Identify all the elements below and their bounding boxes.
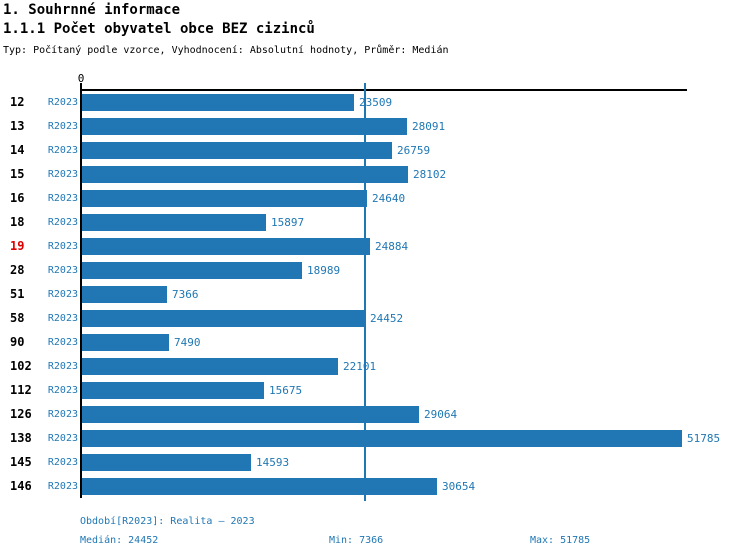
category-label: 145 [10, 455, 32, 469]
chart-row: 138 R2023 51785 [0, 430, 750, 447]
chart-row: 13 R2023 28091 [0, 118, 750, 135]
median-reference-line [364, 83, 366, 501]
category-label: 19 [10, 239, 25, 253]
value-label: 7490 [174, 336, 201, 349]
value-bar [82, 166, 408, 183]
category-label: 16 [10, 191, 25, 205]
value-label: 28091 [412, 120, 446, 133]
value-bar [82, 94, 354, 111]
series-label: R2023 [47, 409, 78, 420]
chart-row: 51 R2023 7366 [0, 286, 750, 303]
value-bar [82, 238, 370, 255]
chart-meta-description: Typ: Počítaný podle vzorce, Vyhodnocení:… [3, 45, 449, 56]
value-bar [82, 214, 266, 231]
category-label: 51 [10, 287, 25, 301]
value-bar [82, 190, 367, 207]
value-label: 24452 [370, 312, 404, 325]
category-label: 146 [10, 479, 32, 493]
chart-title: 1.1.1 Počet obyvatel obce BEZ cizinců [3, 21, 315, 37]
category-label: 90 [10, 335, 25, 349]
category-label: 112 [10, 383, 32, 397]
category-label: 126 [10, 407, 32, 421]
series-label: R2023 [47, 145, 78, 156]
series-label: R2023 [47, 433, 78, 444]
series-label: R2023 [47, 337, 78, 348]
median-stat-label: Medián: 24452 [80, 535, 159, 546]
value-label: 15897 [271, 216, 305, 229]
value-label: 22101 [343, 360, 377, 373]
series-label: R2023 [47, 121, 78, 132]
value-label: 30654 [442, 480, 476, 493]
series-label: R2023 [47, 481, 78, 492]
value-bar [82, 430, 682, 447]
value-label: 26759 [397, 144, 431, 157]
value-label: 14593 [256, 456, 290, 469]
series-label: R2023 [47, 217, 78, 228]
series-label: R2023 [47, 289, 78, 300]
chart-row: 28 R2023 18989 [0, 262, 750, 279]
value-label: 29064 [424, 408, 458, 421]
series-label: R2023 [47, 265, 78, 276]
series-label: R2023 [47, 361, 78, 372]
category-label: 13 [10, 119, 25, 133]
chart-row: 12 R2023 23509 [0, 94, 750, 111]
chart-row: 18 R2023 15897 [0, 214, 750, 231]
chart-row: 102 R2023 22101 [0, 358, 750, 375]
value-label: 18989 [307, 264, 341, 277]
series-label: R2023 [47, 241, 78, 252]
series-label: R2023 [47, 313, 78, 324]
value-label: 24884 [375, 240, 409, 253]
value-bar [82, 286, 167, 303]
series-label: R2023 [47, 457, 78, 468]
value-label: 7366 [172, 288, 199, 301]
chart-row: 16 R2023 24640 [0, 190, 750, 207]
chart-row: 145 R2023 14593 [0, 454, 750, 471]
chart-row: 146 R2023 30654 [0, 478, 750, 495]
value-bar [82, 262, 302, 279]
y-axis-line [80, 83, 82, 498]
chart-row: 90 R2023 7490 [0, 334, 750, 351]
report-section-title: 1. Souhrnné informace [3, 2, 181, 18]
series-label: R2023 [47, 97, 78, 108]
chart-row: 126 R2023 29064 [0, 406, 750, 423]
value-label: 51785 [687, 432, 721, 445]
value-bar [82, 478, 437, 495]
value-label: 28102 [413, 168, 447, 181]
chart-row: 14 R2023 26759 [0, 142, 750, 159]
chart-row: 112 R2023 15675 [0, 382, 750, 399]
category-label: 28 [10, 263, 25, 277]
category-label: 15 [10, 167, 25, 181]
value-label: 24640 [372, 192, 406, 205]
category-label: 102 [10, 359, 32, 373]
category-label: 12 [10, 95, 25, 109]
max-stat-label: Max: 51785 [530, 535, 591, 546]
value-bar [82, 142, 392, 159]
value-bar [82, 358, 338, 375]
value-bar [82, 310, 365, 327]
value-bar [82, 406, 419, 423]
category-label: 18 [10, 215, 25, 229]
series-label: R2023 [47, 193, 78, 204]
value-label: 23509 [359, 96, 393, 109]
min-stat-label: Min: 7366 [329, 535, 384, 546]
series-label: R2023 [47, 385, 78, 396]
category-label: 138 [10, 431, 32, 445]
category-label: 14 [10, 143, 25, 157]
category-label: 58 [10, 311, 25, 325]
chart-row: 19 R2023 24884 [0, 238, 750, 255]
value-bar [82, 382, 264, 399]
period-label: Období[R2023]: Realita – 2023 [80, 516, 255, 527]
value-bar [82, 454, 251, 471]
chart-row: 58 R2023 24452 [0, 310, 750, 327]
chart-top-border [80, 89, 687, 91]
value-label: 15675 [269, 384, 303, 397]
x-axis-zero-label: 0 [77, 72, 85, 85]
series-label: R2023 [47, 169, 78, 180]
value-bar [82, 118, 407, 135]
chart-row: 15 R2023 28102 [0, 166, 750, 183]
value-bar [82, 334, 169, 351]
